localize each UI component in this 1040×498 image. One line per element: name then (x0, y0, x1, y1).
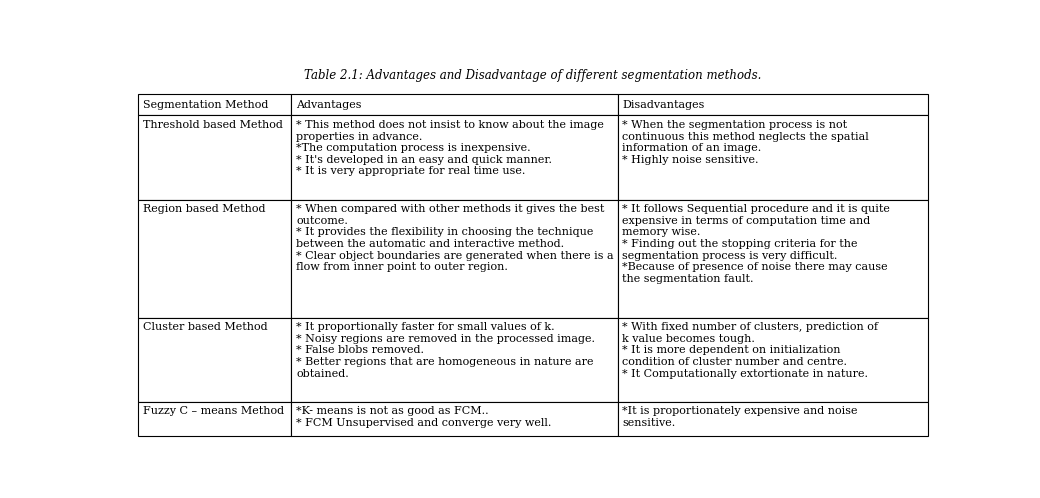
Text: Region based Method: Region based Method (142, 204, 265, 214)
Text: * This method does not insist to know about the image
properties in advance.
*Th: * This method does not insist to know ab… (296, 120, 604, 176)
Text: Threshold based Method: Threshold based Method (142, 120, 283, 130)
Text: *It is proportionately expensive and noise
sensitive.: *It is proportionately expensive and noi… (623, 406, 858, 428)
Text: * It proportionally faster for small values of k.
* Noisy regions are removed in: * It proportionally faster for small val… (296, 322, 595, 378)
Text: Disadvantages: Disadvantages (623, 100, 705, 110)
Text: Segmentation Method: Segmentation Method (142, 100, 268, 110)
Text: * When the segmentation process is not
continuous this method neglects the spati: * When the segmentation process is not c… (623, 120, 869, 165)
Text: * With fixed number of clusters, prediction of
k value becomes tough.
* It is mo: * With fixed number of clusters, predict… (623, 322, 879, 378)
Bar (138, 402, 291, 436)
Text: Advantages: Advantages (296, 100, 362, 110)
Bar (138, 318, 291, 402)
Text: *K- means is not as good as FCM..
* FCM Unsupervised and converge very well.: *K- means is not as good as FCM.. * FCM … (296, 406, 551, 428)
Bar (291, 116, 618, 200)
Bar (138, 94, 291, 116)
Bar (291, 402, 618, 436)
Bar (291, 200, 618, 318)
Bar (138, 200, 291, 318)
Bar (618, 318, 928, 402)
Text: * It follows Sequential procedure and it is quite
expensive in terms of computat: * It follows Sequential procedure and it… (623, 204, 890, 284)
Bar (618, 94, 928, 116)
Bar (618, 402, 928, 436)
Bar (291, 318, 618, 402)
Bar (618, 200, 928, 318)
Bar (291, 94, 618, 116)
Bar (618, 116, 928, 200)
Text: Cluster based Method: Cluster based Method (142, 322, 267, 332)
Text: Fuzzy C – means Method: Fuzzy C – means Method (142, 406, 284, 416)
Text: Table 2.1: Advantages and Disadvantage of different segmentation methods.: Table 2.1: Advantages and Disadvantage o… (305, 69, 761, 82)
Bar (138, 116, 291, 200)
Text: * When compared with other methods it gives the best
outcome.
* It provides the : * When compared with other methods it gi… (296, 204, 614, 272)
